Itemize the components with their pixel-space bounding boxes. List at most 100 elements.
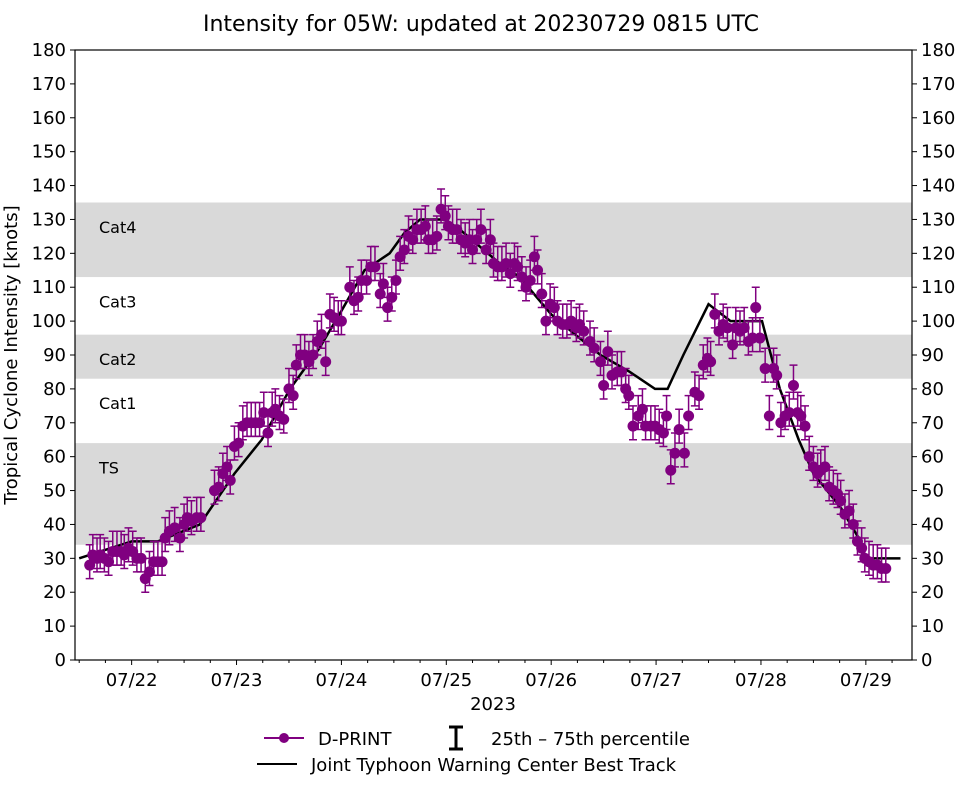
- dprint-point: [254, 417, 266, 429]
- x-axis-label: 2023: [470, 694, 516, 715]
- x-tick-label: 07/23: [211, 670, 263, 691]
- dprint-point: [627, 420, 639, 432]
- dprint-point: [382, 302, 394, 314]
- dprint-point: [361, 274, 373, 286]
- dprint-point: [787, 380, 799, 391]
- dprint-point: [512, 261, 524, 273]
- y-tick-label-right: 170: [921, 74, 955, 95]
- y-tick-label-left: 150: [32, 142, 66, 163]
- dprint-point: [135, 552, 147, 564]
- dprint-point: [548, 302, 560, 314]
- legend-dprint-marker: [279, 733, 289, 743]
- y-tick-label-left: 60: [43, 447, 66, 468]
- dprint-point: [727, 339, 739, 351]
- y-tick-label-left: 180: [32, 40, 66, 61]
- dprint-point: [771, 369, 783, 381]
- dprint-point: [578, 325, 590, 337]
- dprint-point: [419, 220, 431, 232]
- y-tick-label-right: 20: [921, 582, 944, 603]
- plot-frame: [74, 49, 913, 661]
- legend: D-PRINT 25th – 75th percentile Joint Typ…: [257, 725, 690, 776]
- dprint-point: [524, 274, 536, 286]
- dprint-point: [843, 505, 855, 517]
- dprint-point: [598, 380, 610, 391]
- dprint-point: [398, 244, 410, 256]
- dprint-point: [819, 461, 831, 473]
- y-tick-label-right: 140: [921, 176, 955, 197]
- dprint-point: [315, 329, 327, 341]
- dprint-point: [721, 322, 733, 334]
- dprint-point: [262, 427, 274, 439]
- y-tick-label-left: 20: [43, 582, 66, 603]
- dprint-point: [623, 390, 635, 402]
- dprint-point: [669, 447, 681, 459]
- category-label-cat4: Cat4: [99, 218, 136, 237]
- y-tick-label-right: 60: [921, 447, 944, 468]
- dprint-point: [516, 271, 528, 283]
- y-tick-label-left: 30: [43, 548, 66, 569]
- category-label-ts: TS: [98, 459, 119, 478]
- dprint-point: [709, 308, 721, 320]
- dprint-point: [224, 474, 236, 486]
- dprint-point: [880, 563, 892, 574]
- y-tick-label-left: 10: [43, 616, 66, 637]
- legend-percentile-label: 25th – 75th percentile: [491, 729, 690, 750]
- legend-dprint-label: D-PRINT: [318, 729, 392, 750]
- dprint-point: [374, 288, 386, 300]
- y-tick-label-right: 70: [921, 413, 944, 434]
- chart-title: Intensity for 05W: updated at 20230729 0…: [203, 12, 759, 37]
- category-label-cat2: Cat2: [99, 350, 136, 369]
- dprint-point: [795, 410, 807, 422]
- y-tick-label-right: 110: [921, 277, 955, 298]
- y-tick-label-left: 170: [32, 74, 66, 95]
- dprint-point: [693, 390, 705, 402]
- y-tick-label-right: 0: [921, 650, 932, 671]
- y-tick-label-left: 0: [55, 650, 66, 671]
- x-tick-label: 07/27: [630, 670, 682, 691]
- dprint-point: [352, 291, 364, 303]
- dprint-point: [307, 349, 319, 361]
- dprint-point: [344, 281, 356, 293]
- y-tick-label-right: 150: [921, 142, 955, 163]
- dprint-point: [320, 356, 332, 368]
- dprint-point: [803, 451, 815, 463]
- dprint-point: [673, 424, 685, 436]
- y-tick-label-right: 160: [921, 108, 955, 129]
- dprint-point: [407, 234, 419, 246]
- x-tick-label: 07/26: [525, 670, 577, 691]
- dprint-point: [390, 274, 402, 286]
- dprint-point: [783, 407, 795, 419]
- dprint-point: [835, 495, 847, 507]
- dprint-point: [678, 447, 690, 459]
- y-tick-label-left: 110: [32, 277, 66, 298]
- dprint-point: [278, 413, 290, 425]
- x-tick-label: 07/24: [315, 670, 367, 691]
- dprint-point: [847, 518, 859, 530]
- dprint-point: [221, 461, 233, 473]
- dprint-point: [471, 234, 483, 246]
- x-tick-label: 07/28: [735, 670, 787, 691]
- y-tick-label-left: 90: [43, 345, 66, 366]
- dprint-point: [258, 407, 270, 419]
- dprint-point: [738, 322, 750, 334]
- dprint-point: [480, 244, 492, 256]
- y-tick-label-left: 120: [32, 243, 66, 264]
- y-tick-label-right: 100: [921, 311, 955, 332]
- y-tick-label-left: 70: [43, 413, 66, 434]
- dprint-point: [213, 481, 225, 493]
- dprint-point: [528, 251, 540, 263]
- category-band-cat2: [75, 334, 912, 379]
- dprint-point: [431, 230, 443, 242]
- dprint-point: [84, 559, 96, 571]
- y-tick-label-right: 40: [921, 514, 944, 535]
- dprint-point: [856, 542, 868, 554]
- y-tick-label-right: 80: [921, 379, 944, 400]
- dprint-point: [500, 258, 512, 269]
- category-label-cat1: Cat1: [99, 394, 136, 413]
- dprint-point: [657, 427, 669, 439]
- legend-best-track-label: Joint Typhoon Warning Center Best Track: [310, 755, 677, 776]
- y-axis-label: Tropical Cyclone Intensity [knots]: [1, 205, 22, 505]
- dprint-point: [705, 356, 717, 368]
- dprint-point: [540, 315, 552, 327]
- dprint-point: [504, 268, 516, 280]
